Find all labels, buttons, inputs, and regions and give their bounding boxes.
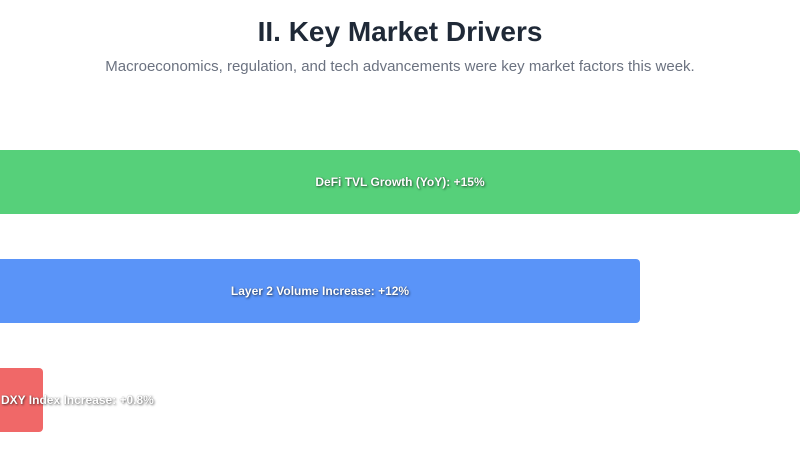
page-title: II. Key Market Drivers: [257, 16, 543, 47]
bar-2: [0, 259, 640, 323]
bar-label-3: DXY Index Increase: +0.8%: [0, 393, 154, 407]
bar-1: [0, 150, 800, 214]
page-subtitle: Macroeconomics, regulation, and tech adv…: [105, 58, 695, 75]
bar-label-2: Layer 2 Volume Increase: +12%: [230, 284, 410, 298]
bar-label-1: DeFi TVL Growth (YoY): +15%: [315, 175, 485, 189]
bar-3: [0, 368, 43, 432]
